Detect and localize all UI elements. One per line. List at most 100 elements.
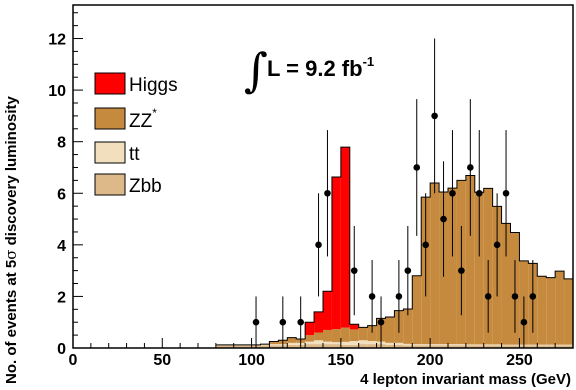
histogram-bin-tt (367, 341, 377, 345)
histogram-bin-tt (537, 344, 547, 346)
data-point (467, 164, 474, 171)
luminosity-text: L = 9.2 fb-1 (267, 54, 374, 81)
x-tick-label: 150 (328, 352, 355, 369)
x-tick-label: 50 (153, 352, 171, 369)
luminosity-annotation: ∫ L = 9.2 fb-1 (244, 43, 374, 97)
histogram-bin-zbb (287, 344, 297, 348)
histogram-bin-tt (456, 344, 466, 346)
data-point (395, 293, 403, 300)
y-tick-label: 6 (57, 186, 66, 203)
histogram-bars (215, 146, 573, 348)
legend-label-higgs: Higgs (129, 75, 178, 96)
legend-label-zz: ZZ* (129, 106, 157, 132)
histogram-bin-zz (385, 317, 395, 343)
histogram-bin-zbb (269, 345, 279, 348)
histogram-bin-zz (358, 327, 368, 341)
histogram-bin-tt (358, 340, 368, 345)
histogram-bin-zbb (233, 345, 243, 348)
histogram-bin-tt (528, 344, 538, 346)
histogram-bin-zbb (340, 344, 350, 348)
histogram-bin-zbb (331, 344, 341, 348)
y-tick-label: 12 (48, 32, 66, 49)
histogram-bin-tt (394, 342, 404, 345)
histogram-bin-tt (501, 344, 511, 346)
histogram-bin-zz (546, 277, 556, 345)
histogram-bin-zbb (385, 344, 395, 348)
histogram-bin-zz (412, 275, 422, 345)
histogram-bin-tt (403, 343, 413, 346)
data-point (529, 293, 537, 300)
x-axis: 0 50 100 150 200 250 (69, 338, 574, 369)
legend-swatch-zz (94, 107, 126, 130)
x-axis-title: 4 lepton invariant mass (GeV) (360, 371, 571, 388)
legend-swatch-higgs (94, 72, 126, 95)
histogram-bin-zz (537, 276, 547, 345)
histogram-bin-zbb (260, 345, 270, 348)
data-point (449, 189, 456, 197)
data-point (324, 189, 331, 197)
data-point (458, 267, 465, 274)
x-tick-label: 200 (417, 352, 444, 369)
histogram-bin-tt (483, 344, 493, 346)
histogram-bin-tt (323, 341, 332, 345)
data-point (297, 318, 304, 326)
stack-outline (215, 146, 573, 346)
y-tick-label: 4 (57, 238, 66, 255)
histogram-bin-higgs (305, 322, 315, 336)
data-point (493, 241, 501, 249)
histogram-bin-zbb (412, 345, 422, 348)
histogram-bin-tt (412, 344, 422, 346)
histogram-bin-zbb (537, 345, 547, 348)
histogram-bin-zbb (421, 345, 431, 348)
integral-symbol: ∫ (244, 43, 268, 97)
histogram-bin-zz (430, 182, 440, 345)
histogram-bin-tt (510, 344, 520, 346)
histogram-bin-zbb (492, 345, 502, 348)
histogram-bin-tt (314, 340, 323, 345)
luminosity-value: L = 9.2 fb (267, 56, 363, 81)
histogram-bin-zbb (430, 345, 440, 348)
histogram-bin-zbb (305, 344, 315, 348)
y-tick-label: 2 (57, 289, 66, 306)
histogram-bin-zz (555, 271, 565, 345)
histogram-bin-zbb (323, 344, 332, 348)
data-point (279, 318, 287, 326)
histogram-bin-tt (269, 344, 279, 346)
histogram-bin-zbb (242, 345, 252, 348)
legend-swatch-zbb (94, 173, 126, 196)
histogram-bin-zbb (215, 345, 225, 348)
y-axis-title-sigma: σ (2, 250, 20, 260)
histogram-bin-zz (474, 192, 484, 345)
data-point (475, 189, 483, 197)
histogram-bin-zbb (510, 345, 520, 348)
histogram-bin-zbb (403, 345, 413, 348)
histogram-bin-higgs (331, 177, 341, 330)
histogram-bin-tt (474, 344, 484, 346)
histogram-bin-tt (421, 344, 431, 346)
histogram-bin-tt (546, 344, 556, 346)
histogram-bin-tt (465, 344, 475, 346)
histogram-bin-tt (287, 342, 297, 345)
histogram-bin-zz (314, 332, 323, 341)
histogram-bin-higgs (349, 324, 359, 330)
data-point (368, 293, 376, 300)
data-point (431, 112, 438, 120)
histogram-bin-tt (385, 342, 395, 345)
histogram-bin-zbb (367, 344, 377, 348)
y-tick-label: 8 (57, 135, 66, 152)
histogram-bin-zbb (474, 345, 484, 348)
histogram-bin-zz (403, 309, 413, 344)
histogram-bin-zbb (358, 344, 368, 348)
histogram-bin-tt (349, 341, 359, 345)
histogram-bin-tt (430, 344, 440, 346)
histogram-bin-tt (439, 344, 448, 346)
histogram-bin-zz (331, 329, 341, 343)
data-point (502, 189, 510, 197)
histogram-bin-zz (340, 327, 350, 342)
legend-label-zbb: Zbb (129, 176, 162, 197)
legend-label-zz-sup: * (152, 106, 157, 120)
x-tick-label: 100 (238, 352, 265, 369)
data-point (440, 215, 447, 223)
histogram-bin-zbb (349, 344, 359, 348)
y-axis: 0 2 4 6 8 10 12 (48, 12, 83, 358)
